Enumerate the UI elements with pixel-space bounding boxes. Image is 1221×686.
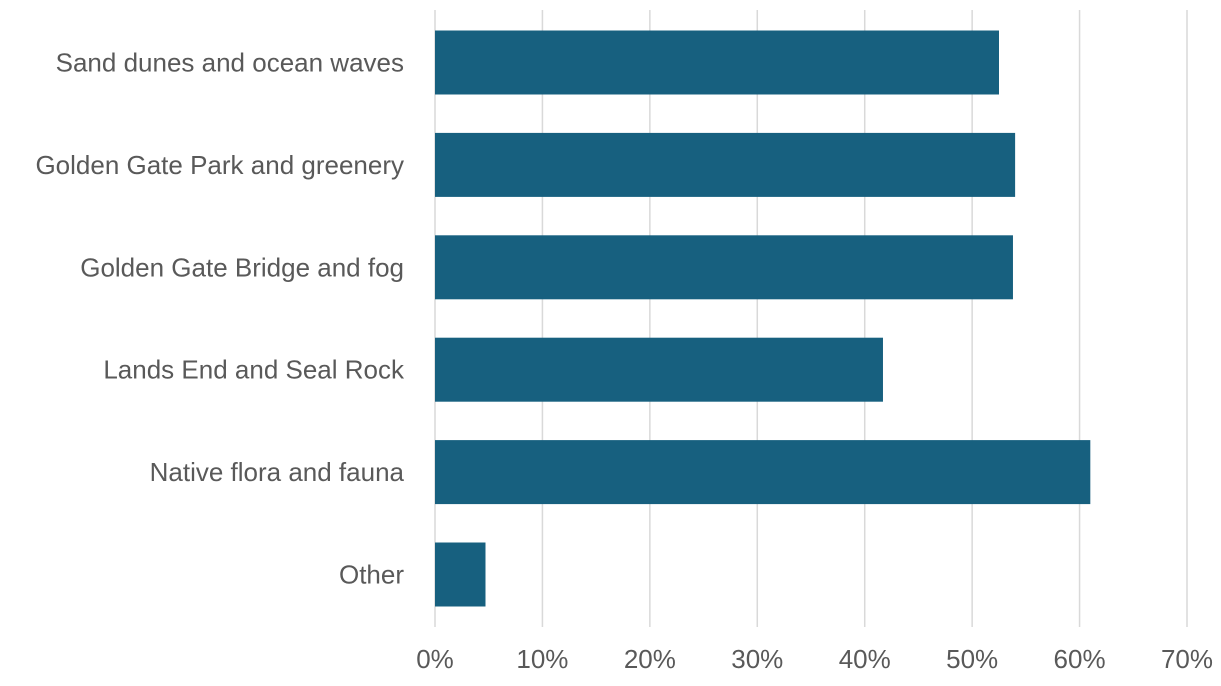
x-tick-label: 0% — [416, 644, 454, 674]
category-label: Golden Gate Bridge and fog — [80, 252, 404, 282]
category-label: Sand dunes and ocean waves — [56, 48, 404, 78]
x-tick-label: 30% — [731, 644, 783, 674]
category-label: Native flora and fauna — [150, 457, 405, 487]
category-labels: Sand dunes and ocean waves Golden Gate Pa… — [35, 48, 405, 590]
x-tick-label: 20% — [624, 644, 676, 674]
x-tick-label: 70% — [1161, 644, 1213, 674]
bar-6 — [435, 542, 486, 607]
x-tick-label: 50% — [946, 644, 998, 674]
bar-1 — [435, 30, 999, 95]
x-tick-label: 40% — [839, 644, 891, 674]
gridlines — [434, 10, 1188, 627]
x-tick-label: 60% — [1054, 644, 1106, 674]
bar-5 — [435, 440, 1091, 505]
bar-2 — [435, 132, 1016, 197]
bar-4 — [435, 337, 883, 402]
bars — [435, 30, 1091, 607]
x-tick-label: 10% — [516, 644, 568, 674]
x-axis-tick-labels: 0% 10% 20% 30% 40% 50% 60% 70% — [416, 644, 1213, 674]
category-label: Other — [339, 560, 404, 590]
category-label: Lands End and Seal Rock — [103, 355, 405, 385]
category-label: Golden Gate Park and greenery — [35, 150, 404, 180]
bar-3 — [435, 235, 1013, 300]
